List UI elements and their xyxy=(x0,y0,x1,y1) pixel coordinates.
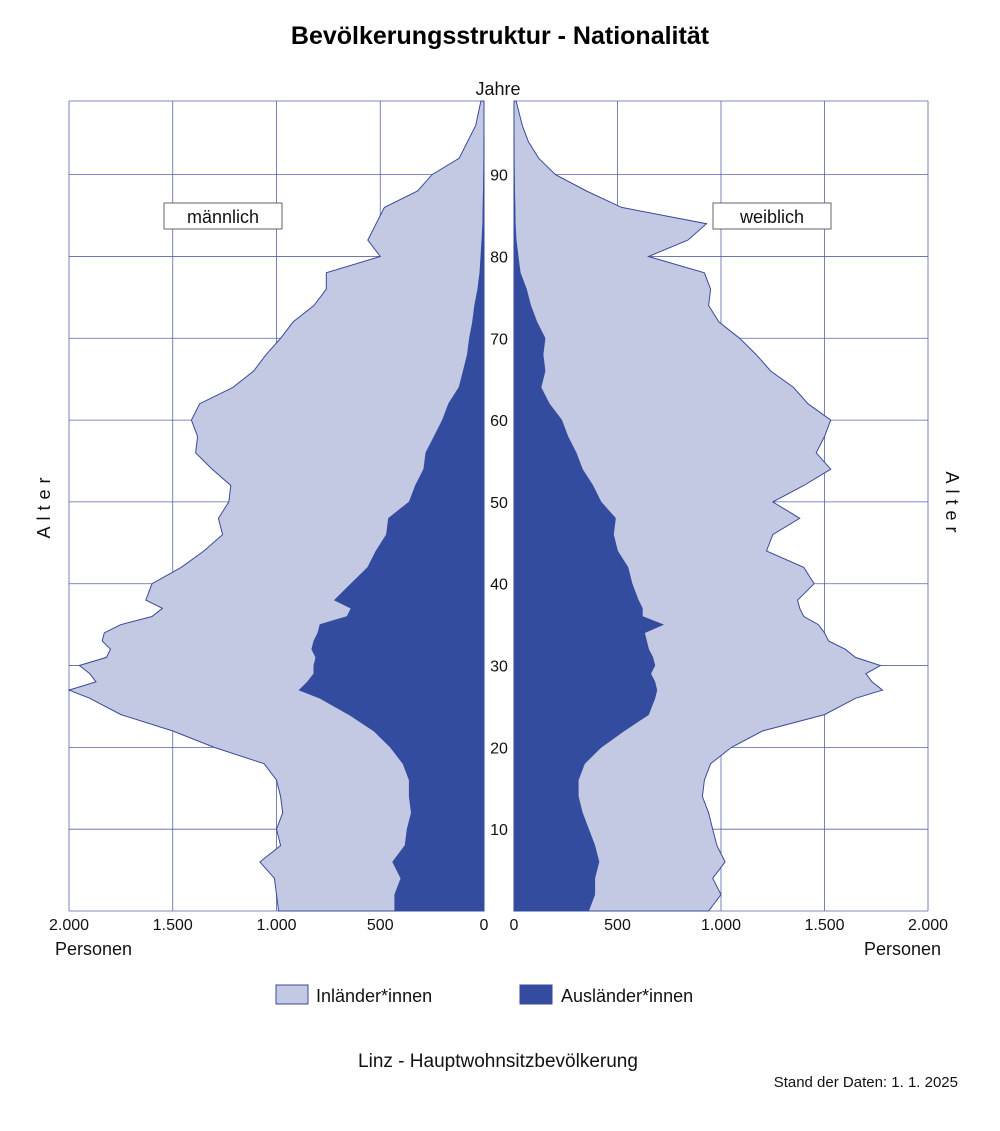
x-tick-label-left: 500 xyxy=(367,917,394,934)
footer-title: Linz - Hauptwohnsitzbevölkerung xyxy=(358,1051,638,1072)
age-tick-label: 20 xyxy=(490,740,508,757)
age-tick-label: 10 xyxy=(490,822,508,839)
x-tick-label-left: 1.000 xyxy=(256,917,296,934)
legend-label-foreign: Ausländer*innen xyxy=(561,986,693,1006)
y-axis-label-left: Alter xyxy=(34,471,54,538)
box-maennlich-label: männlich xyxy=(187,207,259,227)
area-auslaender-weiblich xyxy=(513,101,665,912)
y-axis-label-right: Alter xyxy=(942,471,962,538)
legend: Inländer*innen Ausländer*innen xyxy=(275,984,693,1006)
age-tick-label: 60 xyxy=(490,413,508,430)
x-tick-label-right: 2.000 xyxy=(908,917,948,934)
x-tick-label-left: 2.000 xyxy=(49,917,89,934)
x-tick-label-left: 0 xyxy=(480,917,489,934)
age-tick-labels: 10 20 30 40 50 60 70 80 90 xyxy=(490,168,508,840)
age-tick-label: 70 xyxy=(490,331,508,348)
x-tick-label-left: 1.500 xyxy=(153,917,193,934)
pyramid-areas xyxy=(67,100,884,912)
age-tick-label: 50 xyxy=(490,495,508,512)
chart-title: Bevölkerungsstruktur - Nationalität xyxy=(291,22,710,50)
footer-date: Stand der Daten: 1. 1. 2025 xyxy=(774,1074,958,1091)
legend-swatch-inland xyxy=(275,984,309,1005)
box-maennlich: männlich xyxy=(163,202,283,230)
center-axis-label: Jahre xyxy=(475,79,520,99)
x-tick-label-right: 500 xyxy=(604,917,631,934)
age-tick-label: 30 xyxy=(490,659,508,676)
age-tick-label: 90 xyxy=(490,168,508,185)
legend-swatch-foreign xyxy=(519,984,553,1005)
box-weiblich-label: weiblich xyxy=(739,207,804,227)
age-tick-label: 80 xyxy=(490,249,508,266)
x-tick-label-right: 0 xyxy=(510,917,519,934)
box-weiblich: weiblich xyxy=(712,202,832,230)
x-axis-label-right: Personen xyxy=(864,939,941,959)
x-axis-label-left: Personen xyxy=(55,939,132,959)
area-auslaender-maennlich xyxy=(298,101,485,912)
age-tick-label: 40 xyxy=(490,577,508,594)
x-tick-label-right: 1.500 xyxy=(804,917,844,934)
legend-label-inland: Inländer*innen xyxy=(316,986,432,1006)
x-tick-label-right: 1.000 xyxy=(701,917,741,934)
persons-tick-labels: 2.000 1.500 1.000 500 0 0 500 1.000 1.500 2.000 xyxy=(49,917,948,934)
